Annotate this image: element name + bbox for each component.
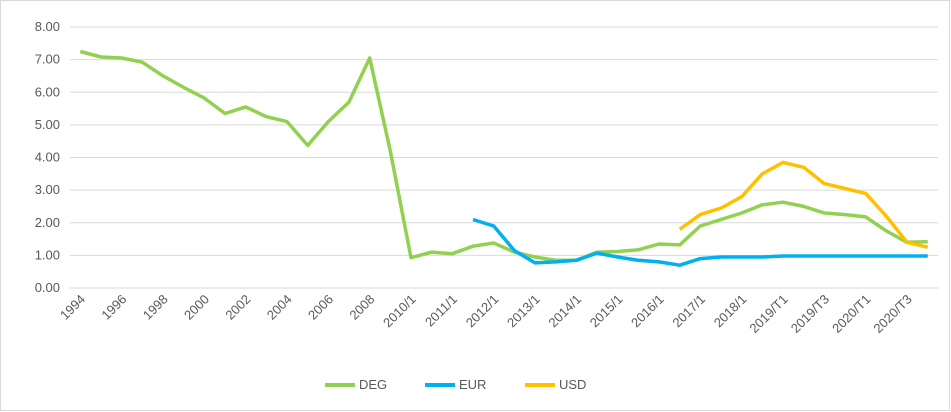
series-line (472, 217, 928, 267)
legend-label: EUR (459, 377, 486, 392)
y-tick-label: 6.00 (35, 84, 60, 99)
y-tick-label: 7.00 (35, 52, 60, 67)
y-tick-label: 8.00 (35, 19, 60, 34)
series-line (79, 49, 928, 263)
y-tick-label: 4.00 (35, 150, 60, 165)
y-tick-label: 5.00 (35, 117, 60, 132)
series-line (678, 160, 929, 249)
legend-label: DEG (359, 377, 387, 392)
y-tick-label: 0.00 (35, 280, 60, 295)
y-tick-label: 2.00 (35, 215, 60, 230)
y-tick-label: 3.00 (35, 182, 60, 197)
y-tick-label: 1.00 (35, 247, 60, 262)
legend-label: USD (559, 377, 586, 392)
